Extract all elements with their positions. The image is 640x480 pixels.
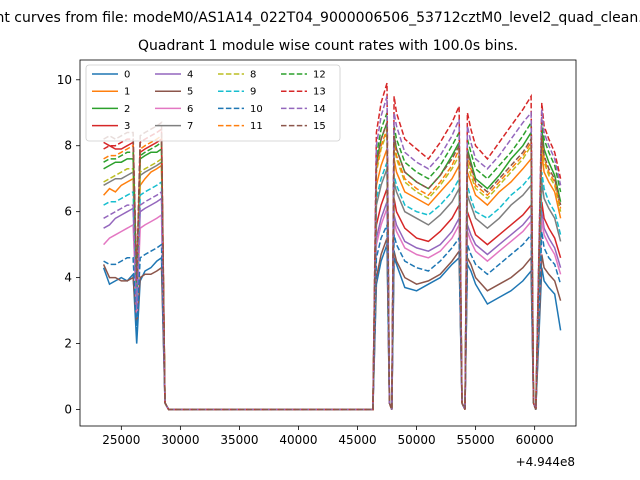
series-line-11: [103, 128, 562, 411]
series-line-4: [103, 197, 562, 411]
y-tick-label: 4: [64, 271, 72, 285]
y-tick-label: 6: [64, 205, 72, 219]
series-line-8: [103, 132, 562, 411]
axes-frame: [79, 59, 577, 427]
x-tick-label: 30000: [161, 433, 199, 447]
series-line-2: [103, 122, 562, 411]
chart-title: Quadrant 1 module wise count rates with …: [138, 38, 518, 54]
series-line-0: [102, 244, 562, 411]
series-line-12: [103, 112, 562, 411]
y-tick-label: 10: [57, 73, 72, 87]
legend-label-0: 0: [124, 70, 130, 81]
y-tick-label: 2: [64, 337, 72, 351]
legend-label-10: 10: [250, 104, 263, 115]
legend-box: [85, 64, 341, 142]
series-line-5: [102, 237, 562, 411]
series-line-1: [103, 148, 562, 411]
legend-label-15: 15: [313, 121, 326, 132]
axes: 25000 30000 35000 40000 45000 50000 55000 60000…: [57, 59, 577, 447]
legend-label-2: 2: [124, 104, 130, 115]
series-line-14: [103, 96, 562, 411]
series-line-7: [103, 160, 562, 411]
x-offset-label: +4.944e8: [516, 455, 575, 469]
x-tick-label: 45000: [338, 433, 376, 447]
legend-label-11: 11: [250, 121, 263, 132]
y-tick-label: 8: [64, 139, 72, 153]
legend-label-5: 5: [187, 87, 193, 98]
legend-label-12: 12: [313, 70, 326, 81]
legend-label-3: 3: [124, 121, 130, 132]
legend-label-14: 14: [313, 104, 326, 115]
x-tick-label: 50000: [397, 433, 435, 447]
legend-label-1: 1: [124, 87, 130, 98]
legend-label-7: 7: [187, 121, 193, 132]
x-tick-label: 35000: [220, 433, 258, 447]
series-line-3: [103, 137, 562, 411]
legend-label-6: 6: [187, 104, 193, 115]
legend-label-4: 4: [187, 70, 193, 81]
series-line-10: [103, 224, 562, 411]
y-tick-label: 0: [64, 403, 72, 417]
legend-label-8: 8: [250, 70, 256, 81]
x-tick-label: 60000: [516, 433, 554, 447]
figure-suptitle: Light curves from file: modeM0/AS1A14_02…: [0, 10, 640, 26]
series-line-9: [103, 161, 562, 411]
series-line-6: [103, 208, 562, 411]
x-tick-label: 55000: [457, 433, 495, 447]
x-tick-label: 25000: [102, 433, 140, 447]
plot-area: [102, 82, 562, 411]
x-tick-label: 40000: [279, 433, 317, 447]
legend-label-13: 13: [313, 87, 326, 98]
series-line-15: [103, 121, 562, 411]
legend-label-9: 9: [250, 87, 256, 98]
